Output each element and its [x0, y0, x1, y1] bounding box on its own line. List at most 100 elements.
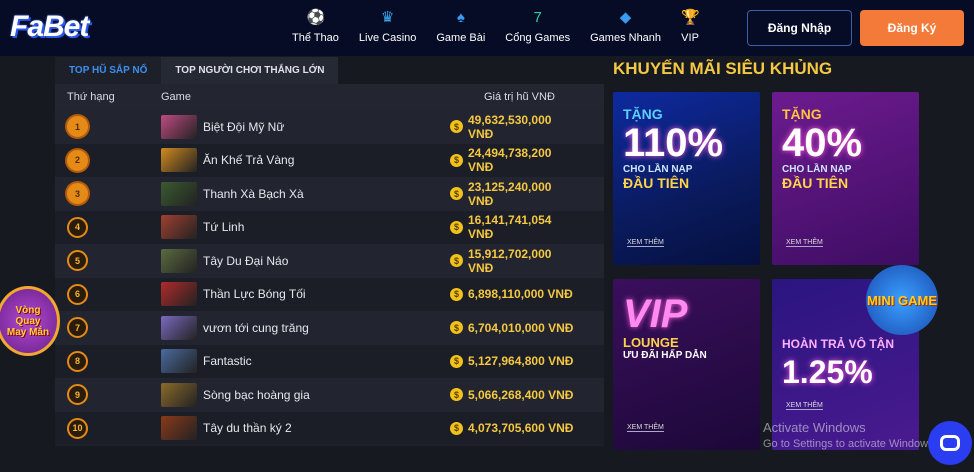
value-cell: $23,125,240,000 VNĐ: [431, 180, 604, 208]
promo-kicker: TẶNG: [623, 106, 663, 122]
table-row[interactable]: 5 Tây Du Đại Náo $15,912,702,000 VNĐ: [55, 244, 604, 278]
table-row[interactable]: 4 Tứ Linh $16,141,741,054 VNĐ: [55, 210, 604, 244]
table-row[interactable]: 7 vươn tới cung trăng $6,704,010,000 VNĐ: [55, 311, 604, 345]
promo-card[interactable]: TẶNG 40% CHO LẦN NẠP ĐẦU TIÊN XEM THÊM: [772, 92, 919, 265]
game-cell: Tây Du Đại Náo: [161, 248, 431, 273]
nav-item[interactable]: ♠ Game Bài: [436, 8, 485, 44]
jackpot-value: 6,704,010,000 VNĐ: [468, 320, 574, 335]
table-row[interactable]: 3 Thanh Xà Bạch Xà $23,125,240,000 VNĐ: [55, 177, 604, 211]
game-name: Sòng bạc hoàng gia: [203, 387, 310, 402]
promo-sub: CHO LẦN NẠP: [623, 164, 693, 175]
game-thumbnail: [161, 416, 197, 441]
rank-badge: 2: [67, 149, 88, 171]
chat-button[interactable]: [928, 421, 972, 465]
fabet-logo[interactable]: FaBet: [10, 10, 89, 43]
minigame-widget[interactable]: MINI GAME: [866, 265, 938, 335]
jackpot-value: 23,125,240,000 VNĐ: [468, 179, 552, 208]
promo-big: 40%: [782, 121, 863, 165]
see-more-link[interactable]: XEM THÊM: [627, 424, 664, 432]
value-cell: $24,494,738,200 VNĐ: [431, 146, 604, 174]
table-row[interactable]: 2 Ăn Khế Trả Vàng $24,494,738,200 VNĐ: [55, 143, 604, 177]
col-value: Giá trị hũ VNĐ: [431, 91, 604, 103]
game-thumbnail: [161, 349, 197, 374]
game-thumbnail: [161, 248, 197, 273]
coin-icon: $: [450, 287, 463, 301]
nav-item[interactable]: ♛ Live Casino: [359, 8, 416, 44]
jackpot-value: 16,141,741,054 VNĐ: [468, 213, 552, 242]
rank-cell: 2: [55, 149, 161, 171]
jackpot-tabs: TOP HŨ SẮP NỔ TOP NGƯỜI CHƠI THẮNG LỚN: [55, 57, 604, 84]
value-cell: $16,141,741,054 VNĐ: [431, 213, 604, 241]
rank-badge: 3: [67, 183, 88, 205]
soccer-ball-icon: ⚽: [306, 9, 326, 26]
game-cell: Thanh Xà Bạch Xà: [161, 181, 431, 206]
rank-cell: 1: [55, 116, 161, 138]
game-name: Biệt Đội Mỹ Nữ: [203, 119, 285, 134]
game-thumbnail: [161, 114, 197, 139]
value-cell: $6,898,110,000 VNĐ: [431, 287, 604, 301]
table-row[interactable]: 10 Tây du thần ký 2 $4,073,705,600 VNĐ: [55, 411, 604, 445]
table-row[interactable]: 1 Biệt Đội Mỹ Nữ $49,632,530,000 VNĐ: [55, 110, 604, 144]
table-row[interactable]: 9 Sòng bạc hoàng gia $5,066,268,400 VNĐ: [55, 378, 604, 412]
login-button[interactable]: Đăng Nhập: [747, 10, 852, 46]
tab-top-winners[interactable]: TOP NGƯỜI CHƠI THẮNG LỚN: [161, 57, 339, 84]
rank-badge: 1: [67, 116, 88, 138]
top-header: FaBet ⚽ Thể Thao ♛ Live Casino ♠ Game Bài 7 Cổn…: [0, 0, 974, 56]
game-name: Tứ Linh: [203, 220, 245, 235]
lucky-wheel-widget[interactable]: Vòng Quay May Mắn: [0, 286, 60, 356]
rank-cell: 10: [55, 417, 161, 439]
jackpot-value: 5,066,268,400 VNĐ: [468, 387, 574, 402]
nav-item[interactable]: ⚽ Thể Thao: [292, 8, 339, 44]
game-thumbnail: [161, 382, 197, 407]
game-cell: vươn tới cung trăng: [161, 315, 431, 340]
rank-badge: 6: [67, 283, 88, 305]
spade-icon: ♠: [456, 9, 465, 26]
tab-top-jackpot[interactable]: TOP HŨ SẮP NỔ: [55, 57, 162, 84]
promo-big: 1.25%: [782, 354, 873, 390]
value-cell: $4,073,705,600 VNĐ: [431, 421, 604, 435]
table-row[interactable]: 8 Fantastic $5,127,964,800 VNĐ: [55, 344, 604, 378]
promo-card[interactable]: TẶNG 110% CHO LẦN NẠP ĐẦU TIÊN XEM THÊM: [613, 92, 760, 265]
jackpot-value: 5,127,964,800 VNĐ: [468, 354, 574, 369]
see-more-link[interactable]: XEM THÊM: [786, 402, 823, 410]
seven-icon: 7: [533, 9, 542, 26]
col-rank: Thứ hạng: [67, 91, 115, 103]
promo-title: KHUYẾN MÃI SIÊU KHỦNG: [613, 59, 833, 78]
game-cell: Ăn Khế Trả Vàng: [161, 148, 431, 173]
nav-label: Cổng Games: [505, 32, 571, 44]
game-cell: Sòng bạc hoàng gia: [161, 382, 431, 407]
table-row[interactable]: 6 Thần Lực Bóng Tối $6,898,110,000 VNĐ: [55, 277, 604, 311]
rank-badge: 7: [67, 317, 88, 339]
register-button[interactable]: Đăng Ký: [860, 10, 964, 46]
coin-icon: $: [450, 421, 463, 435]
rank-badge: 8: [67, 350, 88, 372]
game-thumbnail: [161, 315, 197, 340]
table-header: Thứ hạng Game Giá trị hũ VNĐ: [55, 84, 604, 110]
promo-sub: HOÀN TRẢ VÔ TẬN: [782, 337, 894, 351]
main-nav: ⚽ Thể Thao ♛ Live Casino ♠ Game Bài 7 Cổng Game…: [292, 8, 719, 44]
value-cell: $15,912,702,000 VNĐ: [431, 247, 604, 275]
game-name: vươn tới cung trăng: [203, 320, 309, 335]
jackpot-value: 6,898,110,000 VNĐ: [468, 287, 573, 302]
nav-item[interactable]: 🏆 VIP: [681, 8, 700, 44]
jackpot-table-body: 1 Biệt Đội Mỹ Nữ $49,632,530,000 VNĐ 2 Ă…: [55, 110, 604, 445]
jackpot-value: 15,912,702,000 VNĐ: [468, 246, 552, 275]
coin-icon: $: [450, 354, 463, 368]
see-more-link[interactable]: XEM THÊM: [786, 239, 823, 247]
nav-item[interactable]: ◆ Games Nhanh: [590, 8, 661, 44]
promo-sub2: ƯU ĐÃI HẤP DẪN: [623, 350, 707, 361]
see-more-link[interactable]: XEM THÊM: [627, 239, 664, 247]
promo-sub2: ĐẦU TIÊN: [623, 175, 690, 191]
nav-item[interactable]: 7 Cổng Games: [505, 8, 570, 44]
rank-cell: 4: [55, 216, 161, 238]
promo-sub: LOUNGE: [623, 335, 679, 350]
value-cell: $6,704,010,000 VNĐ: [431, 321, 604, 335]
promo-big: 110%: [623, 121, 724, 165]
game-cell: Tứ Linh: [161, 215, 431, 240]
jackpot-panel: TOP HŨ SẮP NỔ TOP NGƯỜI CHƠI THẮNG LỚN T…: [55, 57, 604, 446]
game-thumbnail: [161, 148, 197, 173]
coin-icon: $: [450, 321, 463, 335]
promo-sub: CHO LẦN NẠP: [782, 164, 852, 175]
jackpot-value: 4,073,705,600 VNĐ: [468, 421, 574, 436]
promo-card[interactable]: VIP LOUNGE ƯU ĐÃI HẤP DẪN XEM THÊM: [613, 279, 760, 450]
